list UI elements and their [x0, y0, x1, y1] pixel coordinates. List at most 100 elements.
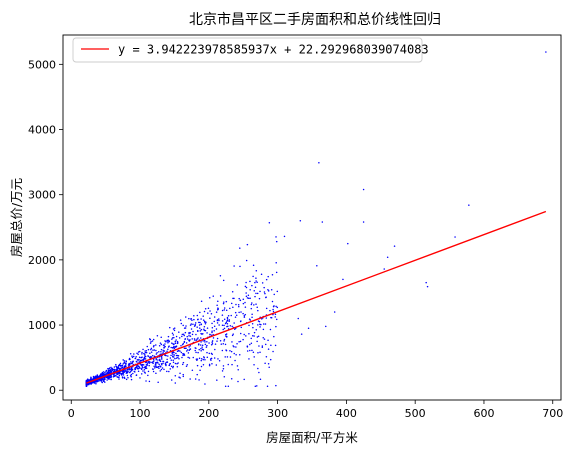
scatter-point — [175, 357, 178, 359]
scatter-point — [136, 352, 138, 355]
scatter-point — [249, 343, 251, 346]
scatter-point — [200, 323, 203, 325]
scatter-point — [196, 314, 199, 317]
scatter-point — [223, 338, 226, 341]
scatter-point — [213, 320, 215, 323]
scatter-point — [188, 334, 190, 337]
scatter-point — [232, 306, 234, 308]
scatter-point — [226, 320, 228, 322]
scatter-point — [263, 286, 265, 289]
scatter-point — [148, 364, 150, 367]
scatter-point — [130, 373, 133, 376]
scatter-point — [259, 378, 262, 380]
scatter-point — [259, 326, 261, 328]
scatter-point — [270, 316, 273, 319]
scatter-point — [116, 372, 119, 374]
x-tick-label: 0 — [68, 407, 75, 420]
scatter-point — [198, 379, 200, 381]
scatter-point — [211, 362, 213, 365]
scatter-point — [163, 346, 165, 349]
scatter-point — [141, 351, 143, 354]
scatter-point — [259, 290, 261, 293]
scatter-point — [275, 384, 277, 387]
scatter-point — [137, 367, 139, 370]
scatter-point — [217, 358, 219, 360]
scatter-point — [159, 342, 162, 344]
scatter-point — [205, 321, 207, 324]
scatter-point — [383, 268, 385, 270]
scatter-point — [235, 353, 237, 356]
scatter-point — [178, 331, 180, 333]
scatter-point — [120, 372, 123, 375]
scatter-point — [236, 284, 239, 286]
scatter-point — [239, 340, 242, 343]
scatter-point — [223, 340, 225, 342]
scatter-point — [209, 317, 211, 320]
scatter-point — [222, 343, 225, 345]
scatter-point — [260, 323, 262, 326]
scatter-point — [156, 335, 159, 337]
scatter-point — [161, 367, 164, 369]
scatter-point — [118, 372, 121, 374]
scatter-point — [133, 370, 135, 373]
scatter-point — [147, 370, 150, 373]
scatter-point — [132, 355, 135, 358]
scatter-point — [155, 366, 158, 368]
scatter-point — [249, 319, 252, 321]
scatter-point — [249, 289, 251, 291]
scatter-point — [195, 339, 198, 341]
scatter-point — [141, 365, 143, 367]
scatter-point — [274, 316, 276, 318]
scatter-point — [223, 324, 225, 327]
scatter-point — [244, 301, 246, 304]
scatter-point — [275, 305, 277, 308]
scatter-point — [213, 357, 216, 359]
scatter-point — [182, 354, 184, 357]
scatter-point — [114, 368, 116, 371]
scatter-point — [225, 333, 227, 336]
scatter-point — [152, 346, 155, 348]
scatter-point — [205, 346, 208, 348]
scatter-point — [230, 314, 232, 317]
scatter-point — [177, 356, 179, 359]
scatter-point — [168, 370, 170, 373]
scatter-point — [131, 362, 134, 364]
scatter-point — [121, 366, 124, 369]
scatter-point — [125, 363, 127, 366]
scatter-point — [218, 360, 221, 362]
scatter-point — [161, 358, 163, 360]
scatter-point — [266, 385, 269, 388]
scatter-point — [254, 295, 256, 298]
scatter-point — [137, 351, 140, 353]
scatter-point — [105, 376, 108, 379]
scatter-point — [121, 376, 124, 378]
scatter-point — [264, 323, 267, 325]
scatter-point — [545, 51, 547, 53]
scatter-point — [211, 330, 213, 332]
scatter-point — [160, 363, 163, 365]
scatter-point — [144, 350, 146, 352]
scatter-point — [268, 221, 271, 224]
scatter-point — [122, 371, 125, 373]
scatter-point — [229, 350, 231, 352]
scatter-point — [230, 302, 233, 305]
scatter-point — [172, 359, 174, 362]
scatter-point — [211, 331, 213, 334]
scatter-point — [189, 344, 191, 347]
scatter-point — [167, 348, 169, 351]
scatter-point — [153, 365, 155, 367]
scatter-point — [255, 277, 257, 279]
scatter-point — [150, 361, 152, 364]
scatter-point — [126, 374, 129, 377]
scatter-point — [265, 296, 267, 298]
scatter-point — [169, 357, 172, 359]
scatter-point — [254, 385, 257, 388]
scatter-point — [253, 335, 255, 337]
scatter-point — [143, 366, 145, 369]
scatter-point — [231, 341, 233, 343]
scatter-point — [263, 323, 265, 325]
scatter-point — [117, 367, 120, 369]
scatter-point — [256, 385, 258, 387]
scatter-point — [158, 367, 160, 369]
scatter-point — [208, 296, 211, 299]
